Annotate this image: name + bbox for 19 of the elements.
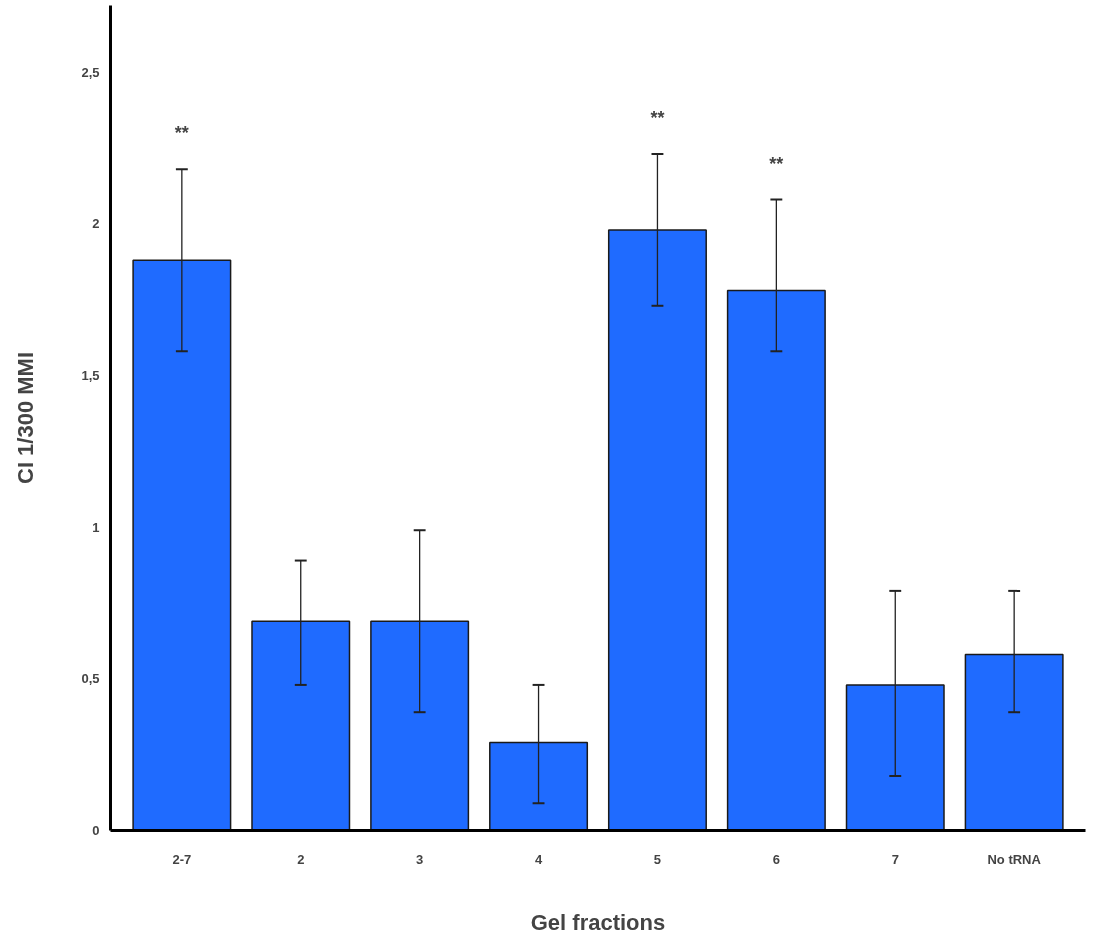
x-axis-title: Gel fractions xyxy=(530,909,666,935)
y-tick-label: 0,5 xyxy=(81,671,100,687)
x-tick-label: 3 xyxy=(416,851,424,867)
annotation: ** xyxy=(650,108,665,129)
x-tick-label: 4 xyxy=(534,851,543,867)
annotation: ** xyxy=(769,153,784,174)
x-tick-label: No tRNA xyxy=(987,851,1042,867)
y-tick-label: 1 xyxy=(92,519,100,535)
x-tick-label: 6 xyxy=(772,851,780,867)
y-tick-label: 2,5 xyxy=(81,64,100,80)
x-tick-label: 2-7 xyxy=(172,851,192,867)
annotation: ** xyxy=(174,123,189,144)
y-axis-title: CI 1/300 MMI xyxy=(13,351,39,485)
y-tick-label: 1,5 xyxy=(81,368,100,384)
x-tick-label: 7 xyxy=(891,851,899,867)
x-tick-label: 5 xyxy=(653,851,662,867)
y-tick-label: 0 xyxy=(92,823,100,838)
x-tick-label: 2 xyxy=(297,851,305,867)
y-tick-label: 2 xyxy=(92,216,100,232)
